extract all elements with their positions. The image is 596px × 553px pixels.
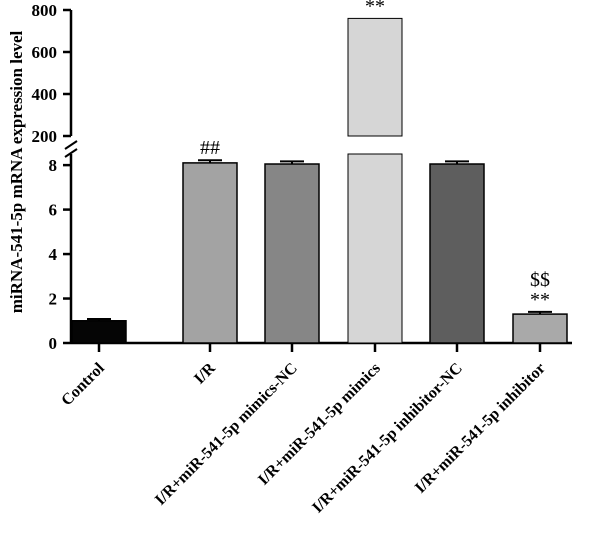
bar-upper-segment [347, 17, 403, 137]
y-upper-tick-label: 400 [32, 85, 58, 104]
y-axis-title: miRNA-541-5p mRNA expression level [7, 30, 26, 313]
axis-break-mark [64, 148, 78, 158]
annotations: ##****$$ [200, 0, 550, 311]
axis-break-mark [64, 140, 78, 150]
category-label: Control [58, 359, 108, 409]
bars [71, 17, 568, 344]
x-axis: Control I/RI/R+miR-541-5p mimics-NCI/R+mi… [58, 359, 549, 516]
y-upper-tick-label: 800 [32, 1, 58, 20]
bar [429, 163, 485, 344]
y-lower-tick-label: 0 [49, 334, 58, 353]
bar [512, 313, 568, 344]
bar [71, 320, 127, 344]
bar [264, 163, 320, 344]
y-lower-tick-label: 2 [49, 290, 58, 309]
bar-lower-segment [347, 153, 403, 344]
y-upper-tick-label: 600 [32, 43, 58, 62]
category-label: I/R [191, 359, 219, 387]
y-axis: 0 2 4 6 8 200 400 600 800 [32, 1, 572, 353]
y-upper-tick-label: 200 [32, 127, 58, 146]
significance-marker: ** [530, 289, 550, 311]
significance-marker: $$ [530, 269, 550, 291]
significance-marker: ** [365, 0, 385, 17]
y-lower-tick-label: 6 [49, 201, 58, 220]
category-label: I/R+miR-541-5p mimics-NC [152, 360, 301, 509]
significance-marker: ## [200, 137, 220, 159]
y-lower-tick-label: 8 [49, 156, 58, 175]
category-label: I/R+miR-541-5p inhibitor-NC [309, 360, 466, 517]
bar [182, 162, 238, 344]
y-lower-tick-label: 4 [49, 245, 58, 264]
